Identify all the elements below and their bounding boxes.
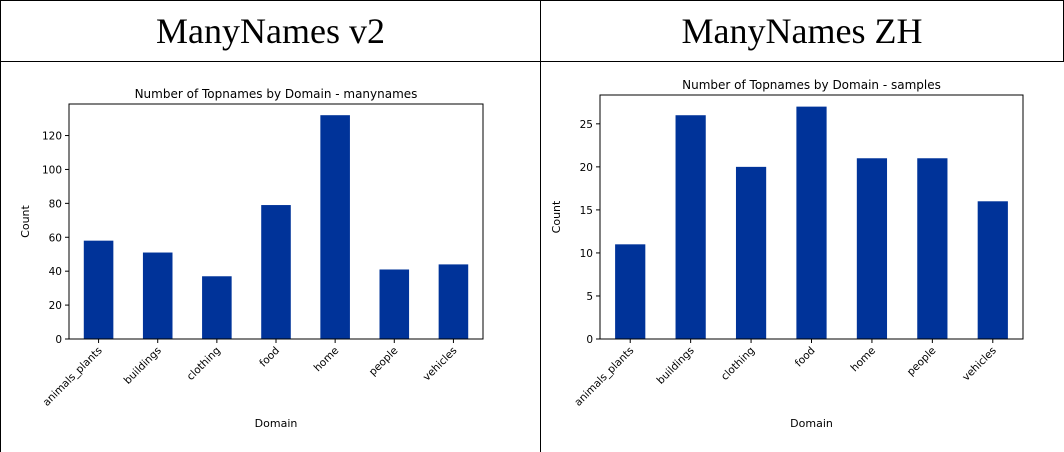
bar-vehicles	[438, 264, 469, 339]
x-tick-label: vehicles	[960, 345, 999, 384]
bar-vehicles	[977, 201, 1008, 339]
x-tick-label: people	[905, 345, 939, 379]
x-axis-label: Domain	[255, 417, 298, 430]
bar-people	[379, 269, 410, 339]
panel-header-right: ManyNames ZH	[541, 0, 1064, 62]
y-tick-label: 20	[580, 162, 593, 174]
x-tick-label: buildings	[655, 345, 697, 387]
bar-animals_plants	[615, 244, 646, 339]
x-tick-label: animals_plants	[41, 345, 105, 409]
x-tick-label: clothing	[185, 345, 223, 383]
x-tick-label: animals_plants	[572, 345, 636, 409]
bar-food	[796, 106, 827, 339]
y-tick-label: 0	[586, 334, 593, 346]
y-tick-label: 15	[580, 205, 593, 217]
bar-home	[320, 115, 350, 339]
x-tick-label: home	[312, 345, 342, 375]
y-tick-label: 25	[580, 119, 593, 131]
bar-home	[856, 158, 888, 339]
bar-buildings	[142, 252, 173, 339]
bar-clothing	[202, 276, 232, 339]
y-tick-label: 40	[49, 266, 62, 278]
y-tick-label: 5	[586, 291, 593, 303]
bar-chart-samples: Number of Topnames by Domain - samples 0 5…	[550, 78, 1024, 430]
y-tick-label: 0	[55, 334, 62, 346]
x-tick-label: vehicles	[421, 345, 460, 384]
x-axis-label: Domain	[790, 417, 833, 430]
bar-food	[261, 205, 291, 339]
panel-header-left: ManyNames v2	[1, 0, 540, 62]
bar-buildings	[675, 115, 706, 339]
x-tick-label: people	[367, 345, 401, 379]
y-tick-label: 60	[49, 232, 62, 244]
y-tick-label: 100	[42, 164, 62, 176]
left-panel: ManyNames v2 Number of Topnames by Domai…	[0, 0, 541, 452]
bar-clothing	[735, 166, 767, 339]
x-tick-label: clothing	[719, 345, 757, 383]
y-tick-label: 10	[580, 248, 593, 260]
x-tick-label: food	[793, 345, 818, 370]
y-tick-label: 20	[49, 300, 62, 312]
chart-title: Number of Topnames by Domain - samples	[682, 78, 941, 92]
y-tick-label: 80	[49, 198, 62, 210]
chart-title: Number of Topnames by Domain - manynames	[135, 87, 418, 101]
x-tick-label: home	[849, 345, 879, 375]
x-tick-label: food	[257, 345, 282, 370]
y-axis-label: Count	[19, 204, 32, 237]
bar-animals_plants	[83, 240, 114, 339]
y-axis-label: Count	[550, 200, 563, 233]
right-panel: ManyNames ZH Number of Topnames by Domai…	[541, 0, 1064, 452]
bar-people	[917, 158, 948, 339]
y-tick-label: 120	[42, 131, 62, 143]
x-tick-label: buildings	[122, 345, 164, 387]
bar-chart-manynames: Number of Topnames by Domain - manynames…	[19, 87, 484, 430]
